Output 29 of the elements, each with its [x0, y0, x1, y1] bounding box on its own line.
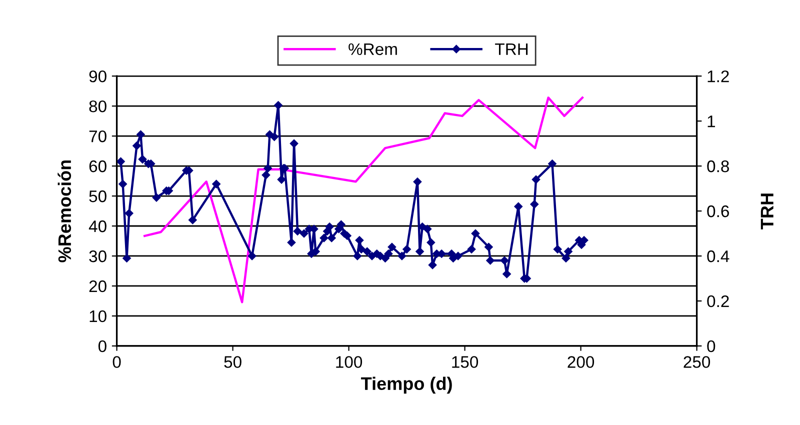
y-tick-label: 70	[89, 130, 106, 142]
y-tick-label: 30	[89, 250, 106, 262]
y-tick-label: 50	[89, 190, 106, 202]
x-tick-label: 200	[568, 356, 594, 368]
y-tick-label: 90	[89, 70, 106, 82]
x-tick-label: 0	[112, 356, 121, 368]
y2-tick-label: 0.6	[707, 205, 729, 218]
line-series	[144, 96, 584, 304]
y-tick-label: 40	[88, 220, 106, 232]
x-tick-label: 100	[336, 356, 362, 368]
y-axis-title: %Remoción	[58, 160, 72, 262]
y2-tick-label: 0.2	[707, 295, 729, 308]
y-tick-label: 0	[98, 340, 106, 352]
y2-tick-label: 0.8	[707, 160, 729, 172]
y-tick-label: 60	[89, 160, 106, 172]
legend-label: %Rem	[348, 43, 397, 56]
y2-axis-title: TRH	[760, 194, 774, 230]
x-tick-label: 150	[452, 356, 478, 368]
x-tick-label: 50	[224, 356, 242, 368]
y2-tick-label: 0.4	[707, 250, 730, 262]
y-tick-label: 10	[90, 310, 106, 322]
x-tick-label: 250	[684, 356, 710, 368]
x-axis-title: Tiempo (d)	[361, 376, 452, 394]
y-tick-label: 20	[89, 280, 106, 292]
y2-tick-label: 1	[708, 116, 715, 128]
y2-tick-label: 1.2	[708, 70, 729, 82]
y-tick-label: 80	[89, 100, 106, 112]
legend-label: TRH	[495, 43, 528, 55]
y2-tick-label: 0	[707, 340, 716, 352]
